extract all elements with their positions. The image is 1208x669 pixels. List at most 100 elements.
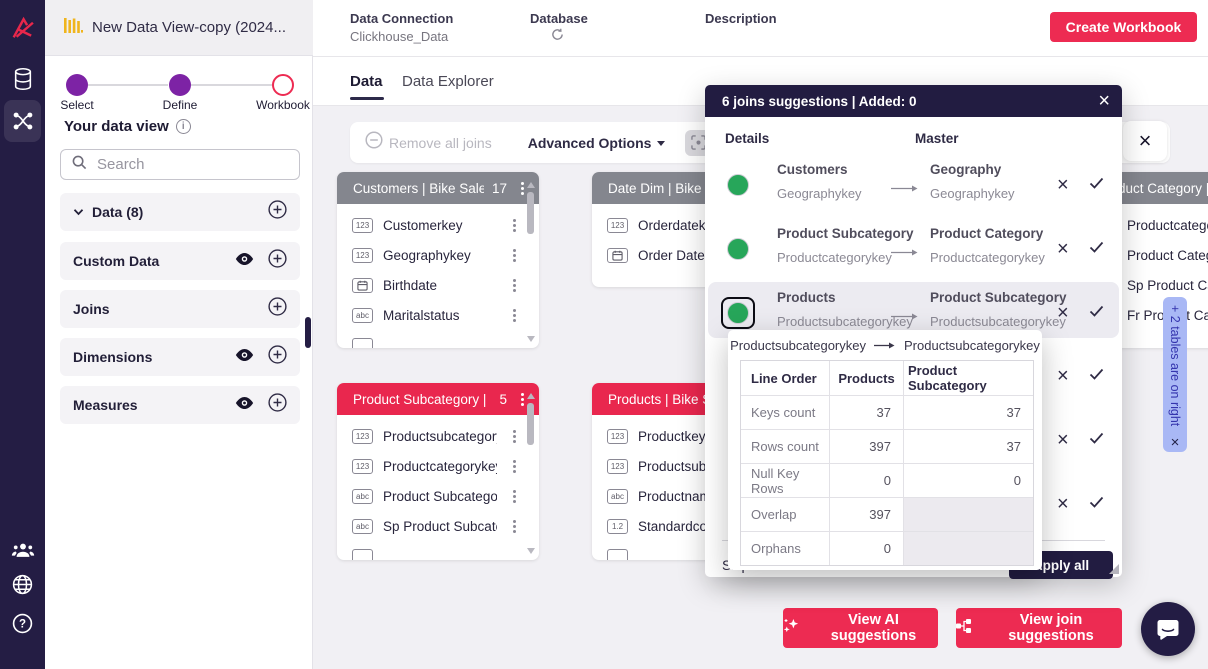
field-menu-icon[interactable] <box>507 277 521 293</box>
field-menu-icon[interactable] <box>507 217 521 233</box>
create-workbook-button[interactable]: Create Workbook <box>1050 12 1197 42</box>
join-suggestion-row[interactable]: Product Subcategory Productcategorykey P… <box>705 224 1122 276</box>
accept-join-icon[interactable] <box>1089 367 1104 385</box>
remove-circle-icon[interactable] <box>365 131 383 154</box>
master-key-name: Productsubcategorykey <box>930 314 1066 329</box>
remove-all-joins-button[interactable]: Remove all joins <box>389 134 492 151</box>
card-scrollbar[interactable] <box>526 182 536 342</box>
field-row[interactable]: 123 Productkey <box>592 421 793 451</box>
chevron-down-icon[interactable] <box>73 203 84 221</box>
field-row[interactable]: abc Product Subcategory <box>337 481 539 511</box>
step-define-dot[interactable] <box>169 74 191 96</box>
step-select-label: Select <box>60 98 94 112</box>
accept-join-icon[interactable] <box>1089 431 1104 449</box>
reject-join-icon[interactable]: × <box>1057 302 1069 324</box>
field-menu-icon[interactable] <box>507 247 521 263</box>
accept-join-icon[interactable] <box>1089 304 1104 322</box>
card-scrollbar[interactable] <box>526 393 536 554</box>
sidebar-section-measures[interactable]: Measures <box>60 386 300 424</box>
table-card-header[interactable]: Product Subcategory | Bik... 5 <box>337 383 539 415</box>
app-logo-icon[interactable] <box>0 14 45 42</box>
refresh-icon[interactable] <box>551 28 564 46</box>
date-type-icon <box>352 277 373 293</box>
tab-data-explorer[interactable]: Data Explorer <box>402 73 494 90</box>
accept-join-icon[interactable] <box>1089 495 1104 513</box>
field-row[interactable]: 123 Productsubcategory... <box>337 421 539 451</box>
table-card-customers[interactable]: Customers | Bike Sales 17 123 Customerkey… <box>337 172 539 348</box>
field-menu-icon[interactable] <box>507 518 521 534</box>
chat-launcher-button[interactable] <box>1141 602 1195 656</box>
tables-offscreen-badge[interactable]: + 2 tables are on right × <box>1163 297 1187 452</box>
table-title: Customers | Bike Sales <box>353 180 484 196</box>
field-menu-icon[interactable] <box>507 488 521 504</box>
field-row[interactable]: 123 Geographykey <box>337 240 539 270</box>
users-nav-icon[interactable] <box>0 539 45 561</box>
step-select-dot[interactable] <box>66 74 88 96</box>
field-row[interactable]: 123 Orderdatekey <box>592 210 793 240</box>
master-key-name: Geographykey <box>930 186 1015 201</box>
field-row[interactable]: abc Sp Product Subcateg... <box>337 511 539 541</box>
table-card-header[interactable]: Customers | Bike Sales 17 <box>337 172 539 204</box>
field-menu-icon[interactable] <box>507 307 521 323</box>
accept-join-icon[interactable] <box>1089 240 1104 258</box>
close-icon[interactable]: × <box>1098 90 1110 112</box>
field-menu-icon[interactable] <box>507 428 521 444</box>
table-menu-icon[interactable] <box>515 180 529 196</box>
globe-nav-icon[interactable] <box>0 573 45 596</box>
field-row[interactable]: 123 Customerkey <box>337 210 539 240</box>
table-card-product-subcategory[interactable]: Product Subcategory | Bik... 5 123 Produc… <box>337 383 539 560</box>
visibility-eye-icon[interactable] <box>235 252 254 271</box>
reject-join-icon[interactable]: × <box>1057 238 1069 260</box>
accept-join-icon[interactable] <box>1089 176 1104 194</box>
table-menu-icon[interactable] <box>515 391 529 407</box>
field-row[interactable]: abc Productname <box>592 481 793 511</box>
visibility-eye-icon[interactable] <box>235 348 254 367</box>
add-icon[interactable] <box>268 345 287 369</box>
joins-nav-icon[interactable] <box>0 110 45 132</box>
join-suggestion-row[interactable]: × <box>705 479 1122 531</box>
number-type-icon: 123 <box>607 428 628 444</box>
database-nav-icon[interactable] <box>0 67 45 91</box>
sidebar-section-data[interactable]: Data (8) <box>60 193 300 231</box>
join-suggestion-row-focused[interactable]: Products Productsubcategorykey Product S… <box>705 282 1122 340</box>
join-suggestion-row[interactable]: × <box>705 351 1122 403</box>
view-join-suggestions-button[interactable]: View join suggestions <box>956 608 1122 648</box>
sidebar-scrollbar-thumb[interactable] <box>305 317 311 348</box>
view-ai-suggestions-button[interactable]: View AI suggestions <box>783 608 938 648</box>
close-joins-panel-button[interactable]: × <box>1123 121 1167 161</box>
sparkles-icon <box>783 618 800 639</box>
arrow-right-icon <box>874 338 896 353</box>
add-icon[interactable] <box>268 200 287 224</box>
advanced-options-button[interactable]: Advanced Options <box>528 135 666 151</box>
search-input[interactable] <box>97 156 267 173</box>
stats-value: 397 <box>829 497 903 531</box>
info-icon[interactable]: i <box>175 119 191 134</box>
step-workbook-dot[interactable] <box>272 74 294 96</box>
visibility-eye-icon[interactable] <box>235 396 254 415</box>
join-suggestion-row[interactable]: × <box>705 415 1122 467</box>
field-row[interactable]: abc Maritalstatus <box>337 300 539 330</box>
add-icon[interactable] <box>268 393 287 417</box>
field-row[interactable]: 123 Productcategorykey <box>337 451 539 481</box>
sidebar-section-custom-data[interactable]: Custom Data <box>60 242 300 280</box>
modal-header[interactable]: 6 joins suggestions | Added: 0 × <box>705 85 1122 117</box>
field-row[interactable]: Birthdate <box>337 270 539 300</box>
join-suggestion-row[interactable]: Customers Geographykey Geography Geograp… <box>705 160 1122 212</box>
sidebar-section-joins[interactable]: Joins <box>60 290 300 328</box>
join-status-dot[interactable] <box>727 302 749 324</box>
reject-join-icon[interactable]: × <box>1057 174 1069 196</box>
reject-join-icon[interactable]: × <box>1057 429 1069 451</box>
field-row[interactable]: 1.2 Standardcost <box>592 511 793 541</box>
add-icon[interactable] <box>268 297 287 321</box>
add-icon[interactable] <box>268 249 287 273</box>
field-menu-icon[interactable] <box>507 458 521 474</box>
tab-data[interactable]: Data <box>350 73 383 90</box>
reject-join-icon[interactable]: × <box>1057 493 1069 515</box>
close-icon[interactable]: × <box>1166 434 1184 452</box>
date-type-icon <box>607 247 628 263</box>
sidebar-section-dimensions[interactable]: Dimensions <box>60 338 300 376</box>
resize-handle[interactable] <box>1109 564 1119 574</box>
reject-join-icon[interactable]: × <box>1057 365 1069 387</box>
field-name: Productcategorykey <box>1127 217 1208 233</box>
help-nav-icon[interactable]: ? <box>0 612 45 635</box>
